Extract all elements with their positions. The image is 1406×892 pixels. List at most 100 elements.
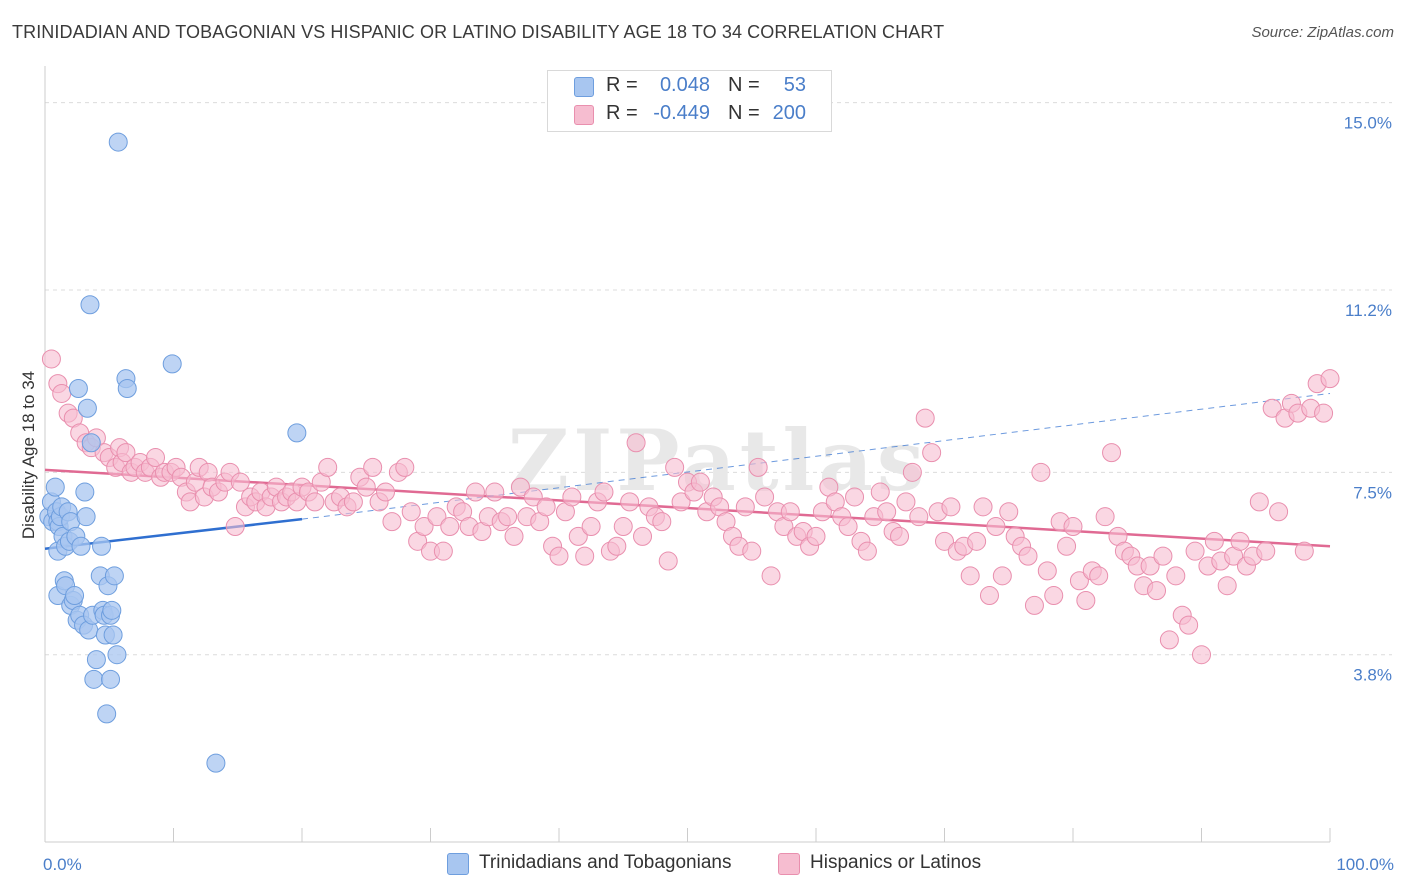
y-axis-label: Disability Age 18 to 34 <box>19 371 38 539</box>
r-value: 0.048 <box>659 74 710 96</box>
tick-labels: 3.8% 7.5% 11.2% 15.0% 0.0% 100.0% <box>43 114 1394 874</box>
hispanic-point <box>1140 556 1160 576</box>
hispanic-point <box>433 541 453 561</box>
pink-swatch <box>574 105 594 125</box>
n-label: N = <box>728 74 760 96</box>
trinidadian-point <box>76 507 96 527</box>
hispanic-point <box>1063 517 1083 537</box>
trinidadian-point <box>102 600 122 620</box>
hispanic-point <box>581 517 601 537</box>
legend-label: Hispanics or Latinos <box>810 852 982 873</box>
hispanic-point <box>427 507 447 527</box>
trinidadian-point <box>103 625 123 645</box>
hispanic-point <box>116 443 136 463</box>
legend-label: Trinidadians and Tobagonians <box>479 852 732 873</box>
n-label: N = <box>728 102 760 124</box>
hispanic-point <box>812 502 832 522</box>
r-label: R = <box>606 102 638 124</box>
trinidadian-point <box>71 536 91 556</box>
hispanic-point <box>922 443 942 463</box>
hispanic-point <box>909 507 929 527</box>
trinidadian-point <box>104 566 124 586</box>
hispanic-point <box>973 497 993 517</box>
r-label: R = <box>606 74 638 96</box>
hispanic-point <box>1057 536 1077 556</box>
hispanic-point <box>1262 398 1282 418</box>
x-tick-label: 0.0% <box>43 855 82 874</box>
hispanic-point <box>845 487 865 507</box>
trinidadian-point <box>162 354 182 374</box>
hispanic-point <box>902 462 922 482</box>
trinidadian-point <box>206 753 226 773</box>
hispanic-point <box>318 457 338 477</box>
legend-row-hispanic: R = -0.449 N = 200 <box>548 101 831 127</box>
hispanic-point <box>1069 571 1089 591</box>
hispanic-point <box>967 531 987 551</box>
trinidadian-point <box>107 645 127 665</box>
y-tick-label: 3.8% <box>1353 666 1392 685</box>
legend-row-trinidadian: R = 0.048 N = 53 <box>548 73 831 99</box>
hispanic-point <box>41 349 61 369</box>
hispanic-point <box>1031 462 1051 482</box>
hispanic-point <box>305 492 325 512</box>
n-value: 53 <box>783 74 806 96</box>
hispanic-point <box>1249 492 1269 512</box>
hispanic-point <box>935 531 954 551</box>
hispanic-point <box>941 497 961 517</box>
hispanic-point <box>1102 443 1122 463</box>
hispanic-point <box>896 492 916 512</box>
trinidadian-point <box>45 477 65 497</box>
y-tick-label: 11.2% <box>1345 301 1392 320</box>
blue-swatch <box>447 853 469 875</box>
hispanic-point <box>877 502 897 522</box>
trinidadian-point <box>287 423 307 443</box>
trinidadian-point <box>101 669 121 689</box>
hispanic-point <box>999 502 1019 522</box>
grid-lines <box>45 102 1392 656</box>
hispanic-point <box>613 517 633 537</box>
hispanic-point <box>1159 630 1179 650</box>
hispanic-point <box>52 383 72 403</box>
trinidadian-point <box>65 586 85 606</box>
hispanic-point <box>1256 541 1276 561</box>
hispanic-point <box>1095 507 1115 527</box>
hispanic-point <box>665 457 685 477</box>
hispanic-point <box>230 472 250 492</box>
trinidadian-point <box>77 398 97 418</box>
hispanic-point <box>1166 566 1186 586</box>
correlation-legend: R = 0.048 N = 53 R = -0.449 N = 200 <box>547 70 832 132</box>
y-tick-label: 15.0% <box>1344 114 1392 133</box>
hispanic-point <box>1076 590 1096 610</box>
hispanic-point <box>594 482 614 502</box>
trinidadian-point <box>108 132 128 152</box>
hispanic-point <box>363 457 383 477</box>
hispanic-point <box>915 408 935 428</box>
hispanic-point <box>498 507 518 527</box>
hispanic-point <box>890 526 910 546</box>
hispanic-point <box>146 448 166 468</box>
hispanic-point <box>1294 541 1314 561</box>
hispanic-point <box>523 487 543 507</box>
x-tick-label: 100.0% <box>1336 855 1394 874</box>
hispanic-point <box>735 497 755 517</box>
chart-title: TRINIDADIAN AND TOBAGONIAN VS HISPANIC O… <box>12 22 945 42</box>
hispanic-point <box>1269 502 1289 522</box>
trinidadian-point <box>86 650 106 670</box>
hispanic-point <box>1089 566 1109 586</box>
hispanic-point <box>761 566 781 586</box>
hispanic-point <box>1217 576 1237 596</box>
trinidadian-point <box>81 433 101 453</box>
data-points <box>39 132 1340 773</box>
hispanic-point <box>485 482 505 502</box>
pink-swatch <box>778 853 800 875</box>
hispanic-point <box>633 526 653 546</box>
hispanic-point <box>626 433 646 453</box>
hispanic-point <box>960 566 980 586</box>
hispanic-point <box>549 546 569 566</box>
hispanic-point <box>440 517 460 537</box>
hispanic-point <box>382 512 402 532</box>
hispanic-point <box>1018 546 1038 566</box>
hispanic-point <box>755 487 775 507</box>
hispanic-point <box>870 482 890 502</box>
